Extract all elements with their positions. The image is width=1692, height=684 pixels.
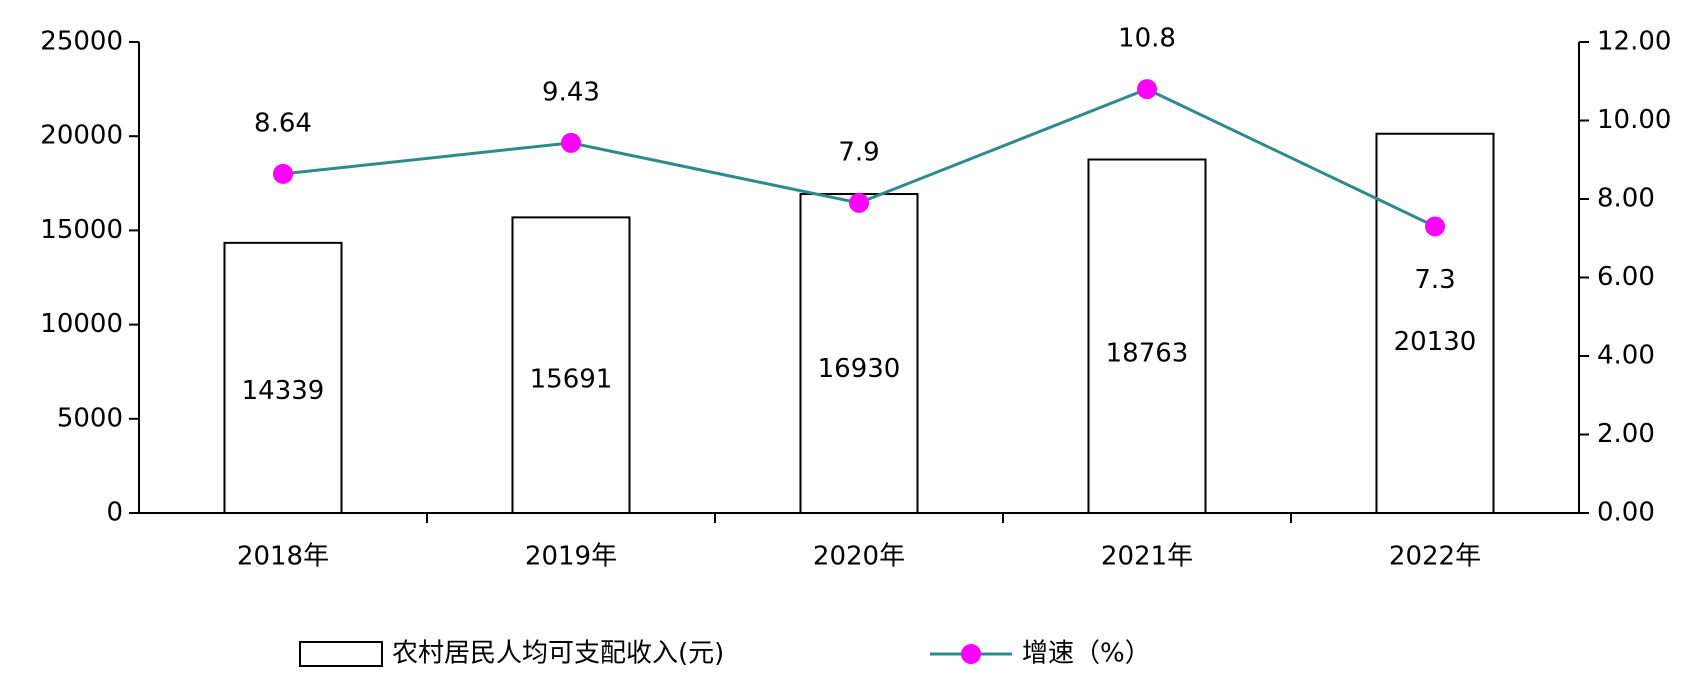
bar-label: 18763: [1106, 338, 1189, 368]
legend-label: 农村居民人均可支配收入(元): [392, 639, 724, 669]
y2-tick-label: 4.00: [1597, 341, 1655, 371]
marker: [561, 132, 581, 153]
legend-label: 增速（%）: [1022, 639, 1151, 669]
y-tick-label: 10000: [40, 309, 123, 339]
y-tick-label: 20000: [40, 121, 123, 151]
bar: [799, 193, 919, 515]
marker: [849, 192, 869, 213]
x-tick-label: 2020年: [813, 542, 905, 572]
line-label: 7.9: [838, 137, 879, 167]
y-tick-label: 0: [106, 498, 123, 528]
bar-label: 20130: [1394, 327, 1477, 357]
x-tick-label: 2019年: [525, 542, 617, 572]
y2-tick-label: 2.00: [1597, 419, 1655, 449]
x-tick-label: 2018年: [237, 542, 329, 572]
y-tick-label: 5000: [57, 403, 123, 433]
y2-tick-label: 10.00: [1597, 105, 1671, 135]
line-label: 7.3: [1414, 265, 1455, 295]
bar: [1087, 158, 1207, 515]
y2-tick-label: 12.00: [1597, 27, 1671, 57]
bar-label: 16930: [818, 354, 901, 384]
y2-tick-label: 8.00: [1597, 184, 1655, 214]
line-label: 10.8: [1118, 24, 1176, 54]
bar: [511, 216, 631, 514]
y-tick-label: 25000: [40, 27, 123, 57]
bar: [1375, 132, 1495, 514]
bar: [223, 241, 343, 514]
line-label: 8.64: [254, 108, 312, 138]
x-tick-label: 2022年: [1389, 542, 1481, 572]
y2-tick-label: 6.00: [1597, 262, 1655, 292]
bar-label: 15691: [530, 364, 613, 394]
bar-label: 14339: [242, 376, 325, 406]
x-tick-label: 2021年: [1101, 542, 1193, 572]
y2-tick-label: 0.00: [1597, 498, 1655, 528]
legend-marker: [961, 644, 981, 664]
marker: [1425, 216, 1445, 237]
y-tick-label: 15000: [40, 215, 123, 245]
legend-swatch: [299, 641, 383, 667]
line-label: 9.43: [542, 77, 600, 107]
marker: [1137, 79, 1157, 100]
marker: [273, 163, 293, 184]
